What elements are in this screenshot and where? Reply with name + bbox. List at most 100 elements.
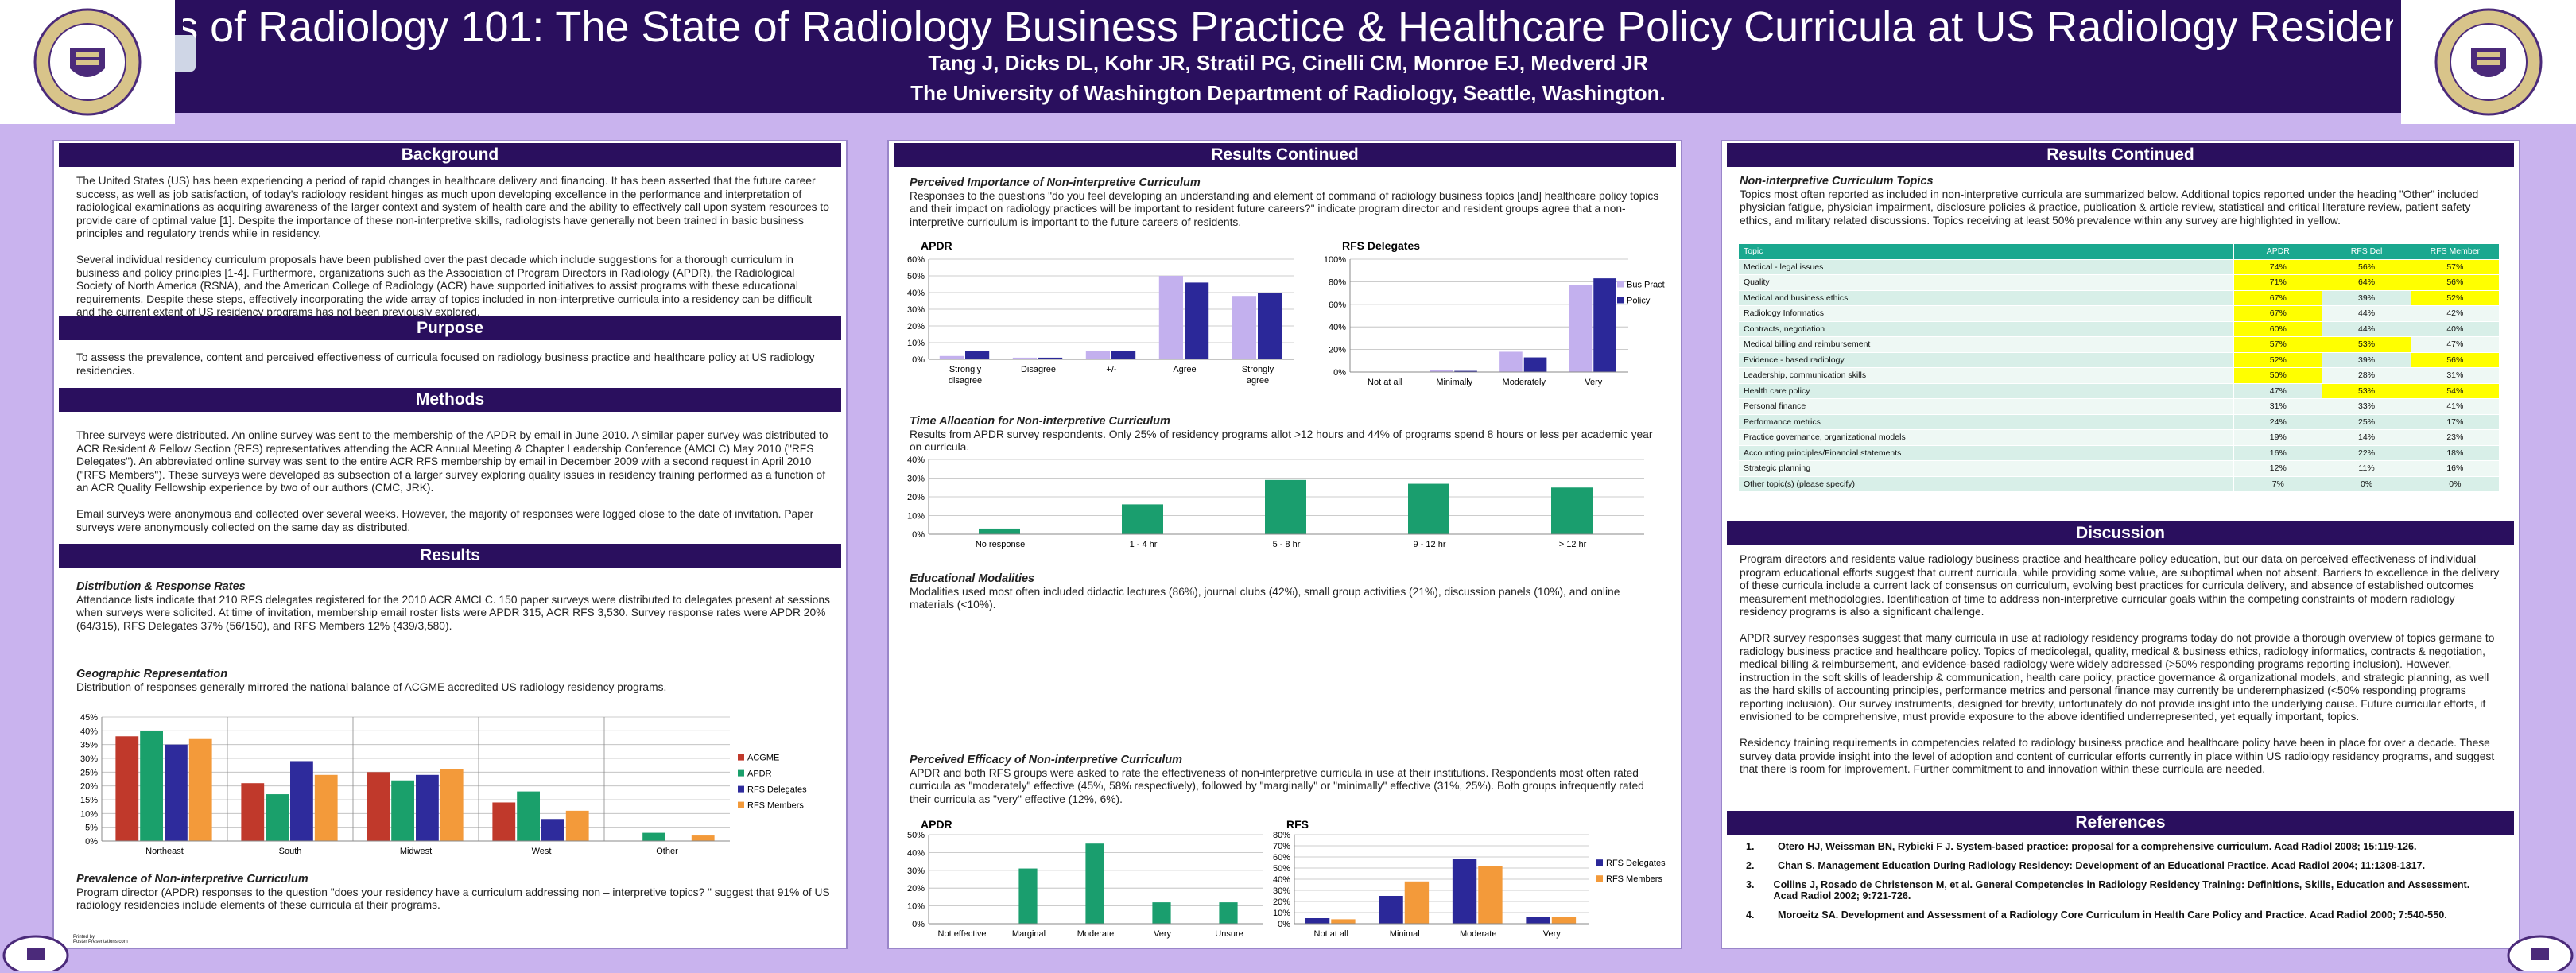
bar-apdr [1408, 483, 1449, 534]
table-row: Leadership, communication skills 50% 28% 31… [1737, 367, 2500, 384]
bar-policy [1258, 293, 1282, 359]
results-continued-heading: Results Continued [894, 143, 1676, 167]
bar-bus-pract [1430, 370, 1453, 372]
table-value-cell: 16% [2410, 460, 2500, 477]
efficacy-apdr-chart: APDR 0% 10% 20% 30% 40% 50% Not effective Margin… [907, 818, 1263, 939]
table-value-cell: 23% [2410, 429, 2500, 446]
table-topic-cell: Quality [1737, 274, 2235, 291]
time-allocation-chart: 0% 10% 20% 30% 40% No response 1 - 4 hr 5 - 8 h… [907, 455, 1644, 549]
table-row: Quality 71% 64% 56% [1737, 274, 2500, 291]
y-tick-label: 20% [907, 322, 925, 331]
table-value-cell: 19% [2233, 429, 2323, 446]
importance-rfs-chart: RFS Delegates 0% 20% 40% 60% 80% 100% Not at al… [1324, 239, 1665, 387]
table-value-cell: 18% [2410, 444, 2500, 461]
table-value-cell: 44% [2322, 320, 2411, 337]
uw-seal-right-icon [2401, 0, 2576, 124]
table-value-cell: 67% [2233, 305, 2323, 322]
table-value-cell: 52% [2410, 289, 2500, 306]
x-tick-label: 9 - 12 hr [1414, 540, 1446, 549]
legend-label: RFS Delegates [747, 785, 807, 795]
table-value-cell: 50% [2233, 367, 2323, 384]
table-value-cell: 24% [2233, 413, 2323, 430]
legend-swatch [1617, 297, 1624, 304]
legend-label: Bus Pract [1627, 281, 1665, 290]
x-tick-label: > 12 hr [1559, 540, 1587, 549]
distribution-text: Distribution & Response Rates Attendance… [76, 580, 830, 632]
importance-text: Perceived Importance of Non-interpretive… [910, 176, 1659, 228]
table-value-cell: 71% [2233, 274, 2323, 291]
y-tick-label: 0% [912, 530, 925, 540]
reference-text: Chan S. Management Education During Radi… [1778, 860, 2426, 871]
y-tick-label: 60% [1273, 853, 1290, 863]
reference-text: Moroeitz SA. Development and Assessment … [1778, 909, 2447, 921]
table-row: Accounting principles/Financial statemen… [1737, 444, 2500, 461]
purpose-text: To assess the prevalence, content and pe… [76, 351, 815, 377]
legend-swatch [1596, 875, 1603, 882]
chart-title: RFS [1286, 818, 1309, 831]
bar-acgme [241, 783, 265, 841]
x-tick-label: Very [1543, 929, 1562, 939]
reference-number: 2. [1746, 860, 1755, 871]
y-tick-label: 30% [907, 305, 925, 315]
y-tick-label: 25% [80, 768, 98, 777]
legend-swatch [1617, 281, 1624, 288]
y-tick-label: 80% [1329, 277, 1346, 287]
table-header-cell: APDR [2233, 243, 2323, 260]
table-value-cell: 22% [2322, 444, 2411, 461]
x-tick-label: Moderately [1503, 378, 1546, 387]
table-topic-cell: Performance metrics [1737, 413, 2235, 430]
poster-affiliation: The University of Washington Department … [910, 81, 1666, 105]
reference-item: 1. Otero HJ, Weissman BN, Rybicki F J. Sy… [1746, 841, 2495, 852]
y-tick-label: 20% [907, 493, 925, 502]
table-value-cell: 42% [2410, 305, 2500, 322]
y-tick-label: 40% [907, 848, 925, 858]
table-value-cell: 52% [2233, 351, 2323, 368]
x-tick-label: Minimally [1436, 378, 1472, 387]
x-tick-label: Very [1154, 929, 1172, 939]
table-value-cell: 25% [2322, 413, 2411, 430]
bar-rfs-members [1404, 881, 1430, 924]
results-heading: Results [59, 544, 841, 568]
poster-title: Business of Radiology 101: The State of … [183, 3, 2393, 51]
x-tick-label: Very [1585, 378, 1603, 387]
y-tick-label: 0% [912, 920, 925, 929]
table-value-cell: 47% [2410, 336, 2500, 353]
bar-rfs-members [314, 774, 338, 841]
y-tick-label: 20% [907, 884, 925, 894]
geographic-text: Geographic Representation Distribution o… [76, 668, 667, 693]
y-tick-label: 50% [907, 272, 925, 281]
legend-swatch [738, 801, 744, 808]
y-tick-label: 10% [1273, 909, 1290, 918]
x-tick-label: Unsure [1215, 929, 1243, 939]
x-tick-label: disagree [949, 376, 982, 386]
y-tick-label: 0% [912, 355, 925, 365]
table-value-cell: 17% [2410, 413, 2500, 430]
table-value-cell: 67% [2233, 289, 2323, 306]
uw-seal-left-icon [0, 0, 175, 124]
reference-item: 2. Chan S. Management Education During Ra… [1746, 860, 2495, 871]
bar-apdr [1219, 902, 1238, 924]
table-value-cell: 64% [2322, 274, 2411, 291]
bar-rfs-members [1551, 917, 1577, 924]
bar-policy [1038, 357, 1063, 359]
chart-title: RFS Delegates [1342, 239, 1420, 252]
legend-label: RFS Members [1606, 874, 1662, 884]
scroll-tab[interactable] [175, 35, 196, 72]
table-value-cell: 40% [2410, 320, 2500, 337]
table-row: Medical billing and reimbursement 57% 53% 4… [1737, 336, 2500, 353]
modalities-text: Educational Modalities Modalities used m… [910, 572, 1620, 611]
legend-label: ACGME [747, 754, 779, 763]
background-heading: Background [59, 143, 841, 167]
column-left: Background The United States (US) has be… [52, 140, 848, 949]
purpose-heading: Purpose [59, 316, 841, 340]
bar-rfs-members [691, 835, 715, 841]
table-value-cell: 39% [2322, 289, 2411, 306]
table-topic-cell: Health care policy [1737, 382, 2235, 399]
legend-label: APDR [747, 769, 772, 779]
bar-rfs-delegates [290, 761, 313, 841]
chart-title: APDR [921, 239, 952, 252]
table-topic-cell: Strategic planning [1737, 460, 2235, 477]
bar-bus-pract [939, 355, 964, 359]
poster-header: Business of Radiology 101: The State of … [0, 0, 2576, 113]
table-topic-cell: Medical and business ethics [1737, 289, 2235, 306]
